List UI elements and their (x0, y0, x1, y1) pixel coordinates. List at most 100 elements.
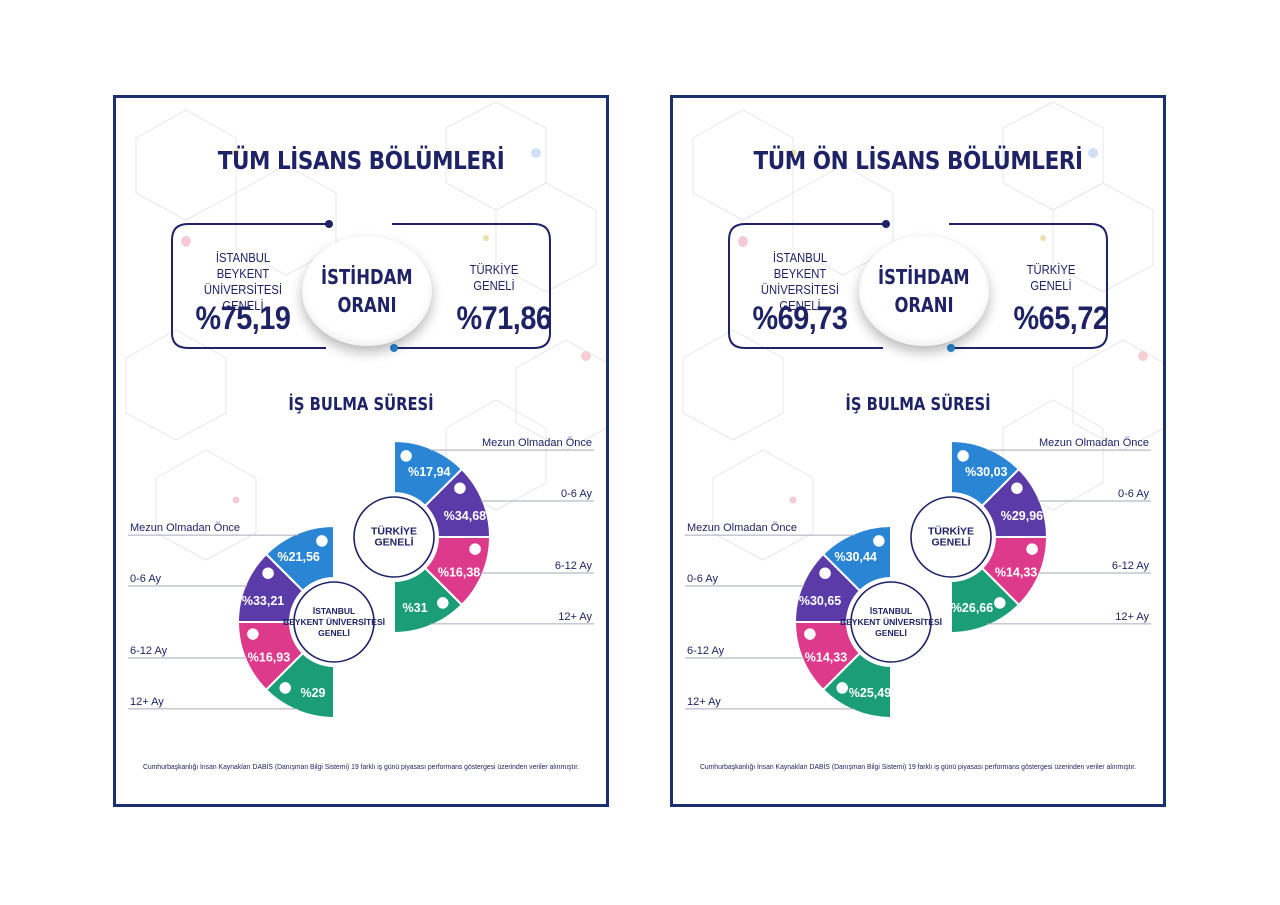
beykent-segment-12-plus-ay (264, 651, 335, 720)
job-finding-charts: %30,03 Mezun Olmadan Önce %29,96 0-6 Ay %14,… (685, 437, 1151, 720)
turkiye-segment-marker (1024, 541, 1040, 557)
beykent-label-line3: GENELİ (222, 299, 264, 313)
beykent-segment-0-6-ay (236, 552, 305, 623)
turkiye-segment-marker (435, 595, 451, 611)
turkiye-label-line2: GENELİ (1030, 279, 1072, 293)
turkiye-label: TÜRKİYE GENELİ (997, 262, 1105, 294)
employment-rate-circle: İSTİHDAM ORANI (302, 236, 432, 346)
turkiye-center-text: TÜRKİYE (371, 525, 417, 538)
beykent-label: İSTANBUL BEYKENT ÜNİVERSİTESİ GENELİ (185, 250, 302, 314)
panel-title: TÜM ÖN LİSANS BÖLÜMLERİ (753, 146, 1083, 175)
turkiye-label-mezun-olmadan-once: Mezun Olmadan Önce (1039, 437, 1149, 449)
beykent-employment-value: %75,19 (195, 300, 291, 336)
turkiye-employment-value: %71,86 (456, 300, 552, 336)
beykent-center-circle (293, 581, 375, 663)
beykent-label-0-6-ay: 0-6 Ay (130, 573, 161, 585)
employment-rate-line2: ORANI (894, 293, 954, 317)
infographic-panel-on-lisans: TÜM ÖN LİSANS BÖLÜMLERİ İSTANBUL BEYKENT… (670, 95, 1166, 807)
beykent-segment-marker (245, 626, 261, 642)
turkiye-label: TÜRKİYE GENELİ (440, 262, 548, 294)
footnote: Cumhurbaşkanlığı İnsan Kaynakları DABİS … (673, 762, 1163, 771)
turkiye-segment-marker (398, 448, 414, 464)
employment-rate-frame (171, 220, 551, 352)
turkiye-value-mezun-olmadan-once: %30,03 (965, 465, 1007, 479)
turkiye-chart: %30,03 Mezun Olmadan Önce %29,96 0-6 Ay %14,… (910, 437, 1151, 635)
turkiye-label-line2: GENELİ (473, 279, 515, 293)
turkiye-label-line1: TÜRKİYE (1026, 263, 1076, 277)
beykent-value-mezun-olmadan-once: %30,44 (834, 550, 876, 564)
turkiye-segment-marker (1009, 480, 1025, 496)
turkiye-segment-marker (467, 541, 483, 557)
employment-rate-line2: ORANI (337, 293, 397, 317)
turkiye-label-12-plus-ay: 12+ Ay (1115, 611, 1149, 623)
beykent-label-0-6-ay: 0-6 Ay (687, 573, 718, 585)
beykent-value-6-12-ay: %16,93 (248, 650, 290, 664)
beykent-segment-marker (277, 680, 293, 696)
turkiye-center-text: GENELİ (374, 536, 413, 549)
beykent-center-text: BEYKENT ÜNİVERSİTESİ (840, 617, 942, 627)
turkiye-segment-marker (452, 480, 468, 496)
beykent-value-6-12-ay: %14,33 (805, 650, 847, 664)
panel-title: TÜM LİSANS BÖLÜMLERİ (217, 146, 505, 175)
footnote: Cumhurbaşkanlığı İnsan Kaynakları DABİS … (116, 762, 606, 771)
turkiye-value-6-12-ay: %16,38 (438, 565, 480, 579)
beykent-label-line3: GENELİ (779, 299, 821, 313)
job-finding-time-title: İŞ BULMA SÜRESİ (288, 394, 434, 415)
beykent-label-mezun-olmadan-once: Mezun Olmadan Önce (130, 522, 240, 534)
beykent-value-0-6-ay: %30,65 (799, 594, 841, 608)
beykent-label-line2: BEYKENT ÜNİVERSİTESİ (760, 267, 840, 297)
employment-rate-line1: İSTİHDAM (878, 265, 970, 289)
job-finding-time-title: İŞ BULMA SÜRESİ (845, 394, 991, 415)
turkiye-center-circle (910, 496, 992, 578)
beykent-value-12-plus-ay: %29 (300, 686, 325, 700)
beykent-segment-marker (817, 565, 833, 581)
turkiye-segment-12-plus-ay (950, 566, 1021, 635)
beykent-employment-value: %69,73 (752, 300, 848, 336)
footnote-text: Cumhurbaşkanlığı İnsan Kaynakları DABİS … (142, 762, 580, 771)
infographic-panel-lisans: TÜM LİSANS BÖLÜMLERİ İSTANBUL BEYKENT ÜN… (113, 95, 609, 807)
turkiye-segment-marker (992, 595, 1008, 611)
beykent-segment-marker (260, 565, 276, 581)
beykent-chart: %30,44 Mezun Olmadan Önce %30,65 0-6 Ay %14,… (685, 522, 942, 720)
turkiye-value-mezun-olmadan-once: %17,94 (408, 465, 450, 479)
beykent-label-12-plus-ay: 12+ Ay (687, 696, 721, 708)
beykent-segment-marker (314, 533, 330, 549)
beykent-segment-0-6-ay (793, 552, 862, 623)
turkiye-label-0-6-ay: 0-6 Ay (561, 488, 592, 500)
turkiye-segment-marker (955, 448, 971, 464)
turkiye-label-mezun-olmadan-once: Mezun Olmadan Önce (482, 437, 592, 449)
turkiye-segment-12-plus-ay (393, 566, 464, 635)
beykent-label-line1: İSTANBUL (772, 251, 828, 265)
turkiye-employment-value: %65,72 (1013, 300, 1109, 336)
job-finding-charts: %17,94 Mezun Olmadan Önce %34,68 0-6 Ay %16,… (128, 437, 594, 720)
beykent-center-text: İSTANBUL (313, 606, 355, 616)
beykent-label-6-12-ay: 6-12 Ay (687, 645, 725, 657)
beykent-label-12-plus-ay: 12+ Ay (130, 696, 164, 708)
beykent-label-6-12-ay: 6-12 Ay (130, 645, 168, 657)
turkiye-value-0-6-ay: %29,96 (1001, 509, 1043, 523)
beykent-center-text: GENELİ (318, 628, 350, 638)
turkiye-chart: %17,94 Mezun Olmadan Önce %34,68 0-6 Ay %16,… (353, 437, 594, 635)
beykent-center-text: GENELİ (875, 628, 907, 638)
beykent-value-12-plus-ay: %25,49 (849, 686, 891, 700)
turkiye-value-6-12-ay: %14,33 (995, 565, 1037, 579)
beykent-value-0-6-ay: %33,21 (242, 594, 284, 608)
background-hex-pattern (125, 101, 606, 561)
beykent-chart: %21,56 Mezun Olmadan Önce %33,21 0-6 Ay %16,… (128, 522, 385, 720)
turkiye-center-text: GENELİ (931, 536, 970, 549)
beykent-segment-12-plus-ay (821, 651, 892, 720)
employment-rate-frame (728, 220, 1108, 352)
beykent-label-line2: BEYKENT ÜNİVERSİTESİ (203, 267, 283, 297)
turkiye-value-12-plus-ay: %31 (403, 601, 428, 615)
beykent-label: İSTANBUL BEYKENT ÜNİVERSİTESİ GENELİ (742, 250, 859, 314)
turkiye-label-6-12-ay: 6-12 Ay (1112, 560, 1150, 572)
turkiye-label-line1: TÜRKİYE (469, 263, 519, 277)
turkiye-center-circle (353, 496, 435, 578)
employment-rate-line1: İSTİHDAM (321, 265, 413, 289)
footnote-text: Cumhurbaşkanlığı İnsan Kaynakları DABİS … (699, 762, 1137, 771)
beykent-center-text: İSTANBUL (870, 606, 912, 616)
beykent-label-mezun-olmadan-once: Mezun Olmadan Önce (687, 522, 797, 534)
turkiye-label-12-plus-ay: 12+ Ay (558, 611, 592, 623)
turkiye-label-6-12-ay: 6-12 Ay (555, 560, 593, 572)
beykent-segment-marker (871, 533, 887, 549)
